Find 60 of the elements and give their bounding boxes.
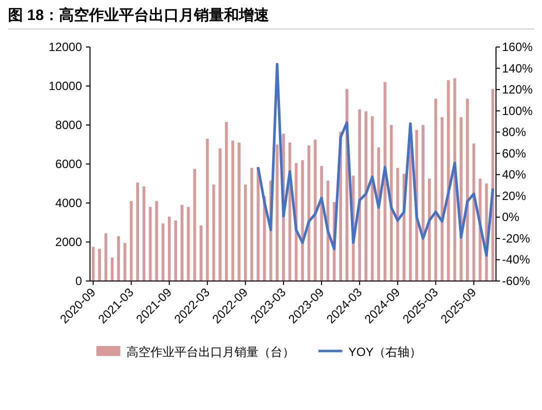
bar [491, 88, 494, 281]
bar [206, 138, 209, 281]
bar [180, 204, 184, 281]
bar [136, 182, 140, 281]
bar [440, 117, 444, 281]
bar [384, 82, 386, 281]
bar [377, 147, 380, 281]
y-tick-label: 10000 [48, 79, 82, 93]
y2-tick-label: 160% [502, 40, 534, 54]
bar [218, 148, 222, 281]
y2-tick-label: -20% [502, 231, 530, 246]
bar [186, 206, 190, 281]
y2-tick-label: 40% [502, 168, 526, 182]
bar [98, 248, 101, 281]
bar [123, 242, 126, 281]
bar [446, 80, 450, 281]
bar [224, 122, 228, 281]
bar [320, 166, 323, 281]
bar [92, 246, 95, 281]
y-tick-label: 12000 [48, 40, 82, 54]
bar [358, 109, 362, 281]
y2-tick-label: 80% [502, 125, 526, 140]
y2-tick-label: 100% [502, 104, 534, 118]
line-series [256, 62, 494, 257]
bar [155, 201, 158, 281]
bar [276, 144, 279, 281]
y-tick-label: 0 [75, 274, 82, 288]
bar [390, 125, 393, 281]
y-tick-label: 2000 [55, 235, 82, 249]
y2-tick-label: 140% [502, 61, 534, 76]
y-tick-label: 6000 [55, 157, 82, 171]
bar [422, 125, 424, 281]
bar [301, 160, 304, 281]
y2-tick-label: 0% [502, 210, 520, 224]
bar [307, 145, 310, 281]
bar [174, 220, 178, 281]
bar [238, 142, 241, 281]
bar [396, 168, 400, 281]
bar [244, 184, 247, 281]
y2-tick-label: 120% [502, 82, 534, 97]
y-tick-label: 8000 [55, 118, 82, 132]
legend-label: 高空作业平台出口月销量（台） [126, 345, 294, 359]
bar [104, 233, 108, 281]
bar [364, 111, 368, 281]
y2-tick-label: -60% [502, 274, 530, 288]
y2-tick-label: 20% [502, 188, 526, 203]
chart-title: 图 18：高空作业平台出口月销量和增速 [8, 6, 270, 24]
y2-tick-label: 60% [502, 146, 526, 160]
bar [466, 98, 469, 281]
bar [193, 168, 196, 281]
bar [428, 178, 431, 281]
bar [162, 223, 164, 281]
bar [408, 144, 412, 281]
y-tick-label: 4000 [55, 196, 82, 210]
bar [200, 225, 202, 281]
legend-label: YOY（右轴） [348, 345, 422, 359]
y2-tick-label: -40% [502, 252, 530, 267]
bar [117, 236, 120, 281]
bar [142, 186, 146, 281]
bar [256, 166, 260, 281]
